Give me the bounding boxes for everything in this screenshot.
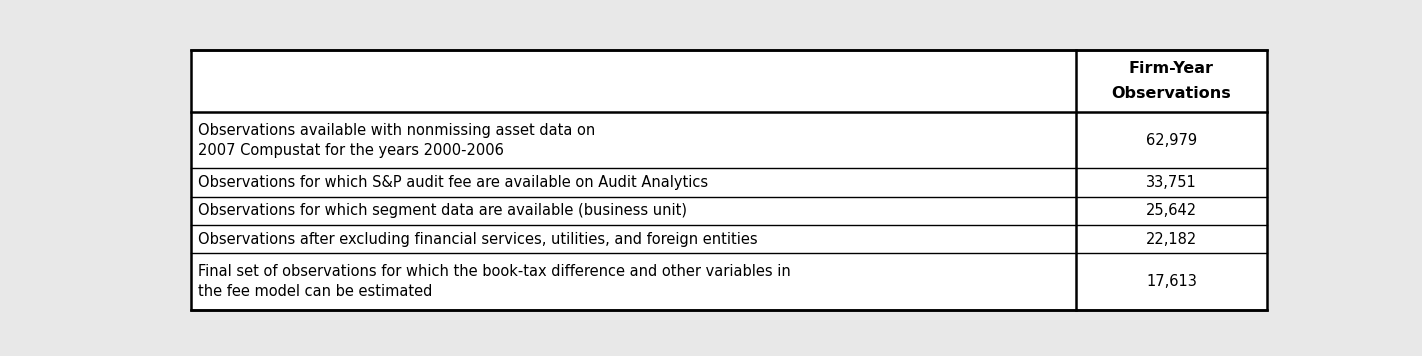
Text: 25,642: 25,642 [1146, 203, 1197, 219]
Text: Firm-Year
Observations: Firm-Year Observations [1112, 61, 1231, 100]
Text: Final set of observations for which the book-tax difference and other variables : Final set of observations for which the … [198, 264, 791, 299]
Text: Observations for which segment data are available (business unit): Observations for which segment data are … [198, 203, 687, 219]
Text: 62,979: 62,979 [1146, 133, 1197, 148]
Text: Observations for which S&P audit fee are available on Audit Analytics: Observations for which S&P audit fee are… [198, 175, 708, 190]
Text: 17,613: 17,613 [1146, 274, 1197, 289]
Text: Observations after excluding financial services, utilities, and foreign entities: Observations after excluding financial s… [198, 232, 757, 247]
Text: 33,751: 33,751 [1146, 175, 1197, 190]
Text: Observations available with nonmissing asset data on
2007 Compustat for the year: Observations available with nonmissing a… [198, 123, 594, 158]
Text: 22,182: 22,182 [1146, 232, 1197, 247]
